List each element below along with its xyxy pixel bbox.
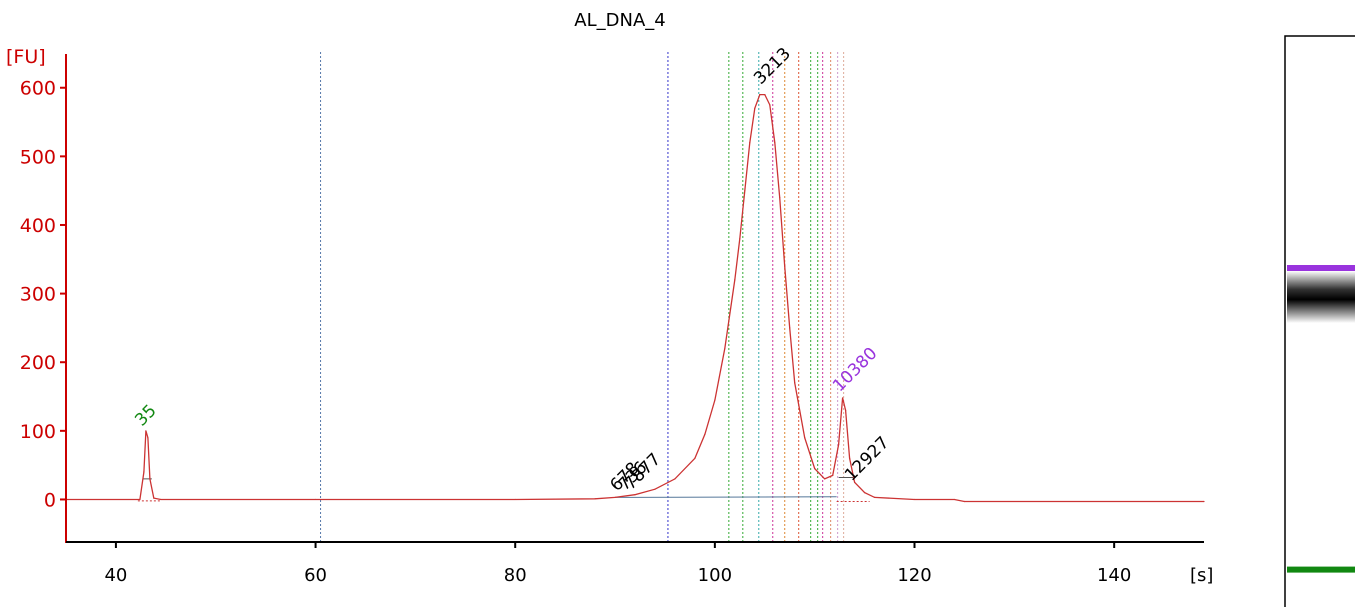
trace-point [814,467,816,470]
trace-point [1203,500,1205,503]
trace-point [734,279,736,281]
trace-point [153,497,155,499]
trace-point [139,498,141,501]
trace-point [314,498,317,501]
trace-point [838,443,840,446]
trace-point [824,478,826,480]
trace-point [769,104,771,106]
y-tick-label: 200 [20,352,56,374]
x-tick-label: 120 [897,565,931,586]
x-tick-label: 60 [304,565,327,586]
gel-lane [1284,35,1355,607]
trace-point [804,437,806,439]
y-tick-label: 0 [44,489,56,511]
trace-point [854,481,856,483]
trace-point [794,382,796,384]
trace-point [143,471,145,473]
trace-line-0 [66,93,1204,503]
y-tick-label: 500 [20,146,56,168]
x-tick-label: 100 [698,565,732,586]
trace-point [744,190,746,192]
trace-point [953,498,956,501]
trace-point [739,238,741,240]
marker-lines [320,52,845,542]
trace-point [694,457,696,459]
trace-point [963,500,966,503]
y-tick-label: 400 [20,215,56,237]
gel-band-lower-marker [1287,566,1355,573]
trace-point [849,457,851,459]
x-axis-label: [s] [1190,565,1213,586]
trace-point [754,107,756,109]
y-tick-label: 300 [20,284,56,306]
gel-band-upper-marker [1287,265,1355,271]
trace-point [514,498,516,501]
trace-point [845,409,847,411]
trace-point [842,397,844,399]
trace [65,93,1205,503]
trace-point [764,94,766,96]
y-ticks: 0 100 200 300 400 500 600 [20,78,66,511]
trace-point [654,488,656,490]
trace-point [779,196,781,199]
trace-point [832,474,834,477]
trace-point [789,327,791,329]
trace-point [863,491,866,494]
trace-point [160,498,162,501]
trace-point [147,437,149,439]
trace-point [594,498,596,500]
y-tick-label: 600 [20,78,56,100]
y-axis-label: [FU] [6,46,46,68]
baseline-segment [615,496,837,498]
x-tick-label: 140 [1097,565,1131,586]
x-tick-label: 80 [504,565,527,586]
trace-point [784,265,786,267]
peak-label: 10380 [829,344,881,396]
trace-point [145,430,147,432]
peak-label: 12927 [841,433,893,485]
gel-band-main-band [1287,271,1355,323]
trace-point [724,347,726,350]
trace-point [614,496,616,498]
trace-point [759,94,761,96]
chart-title: AL_DNA_4 [574,10,665,31]
x-ticks: 40 60 80 100 120 140 [104,542,1131,586]
baseline-lines [137,476,870,503]
trace-point [704,433,706,435]
trace-point [774,142,776,144]
trace-point [634,494,636,496]
x-axis: [s] [66,541,1213,586]
y-tick-label: 100 [20,421,56,443]
y-axis: [FU] [6,46,67,543]
trace-point [714,399,716,401]
trace-point [749,142,751,144]
x-tick-label: 40 [104,565,127,586]
trace-point [149,478,151,480]
trace-point [913,498,916,501]
trace-point [674,478,676,480]
trace-point [873,496,876,498]
peak-label: 35 [131,401,160,430]
